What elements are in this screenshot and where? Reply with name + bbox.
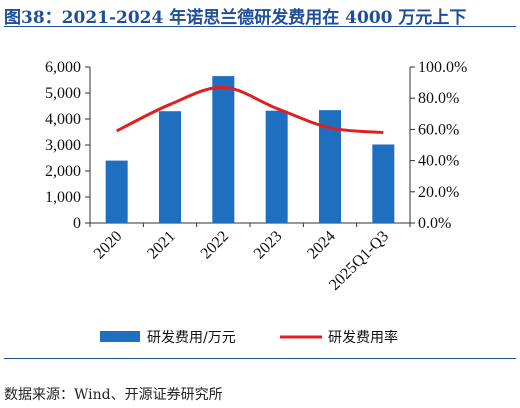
legend-line-label: 研发费用率 xyxy=(328,329,398,346)
legend-bar-swatch xyxy=(100,331,140,342)
bar xyxy=(319,110,341,223)
title-rule xyxy=(4,26,516,27)
x-tick-label: 2024 xyxy=(304,228,339,263)
bar xyxy=(159,111,181,223)
left-axis: 0 1,000 2,000 3,000 4,000 5,000 6,000 xyxy=(45,59,410,232)
bar xyxy=(372,144,395,223)
x-tick-label: 2022 xyxy=(198,228,233,263)
right-tick-label: 100.0% xyxy=(418,59,467,76)
left-tick-label: 4,000 xyxy=(45,111,81,128)
right-tick-label: 80.0% xyxy=(418,90,459,107)
bar xyxy=(105,160,128,223)
left-tick-label: 3,000 xyxy=(45,137,81,154)
rate-line xyxy=(115,85,384,135)
x-tick-label: 2023 xyxy=(251,228,286,263)
legend-bar-label: 研发费用/万元 xyxy=(147,330,236,346)
source-rule xyxy=(4,358,516,359)
right-tick-label: 0.0% xyxy=(418,215,451,232)
bar xyxy=(265,110,288,223)
right-tick-label: 20.0% xyxy=(418,184,459,201)
left-tick-label: 0 xyxy=(73,215,81,232)
bar xyxy=(212,76,235,223)
x-tick-label: 2020 xyxy=(91,228,126,263)
bar-series xyxy=(105,76,395,223)
legend: 研发费用/万元 研发费用率 xyxy=(100,329,398,346)
x-tick-label: 2021 xyxy=(144,228,179,263)
line-series xyxy=(115,85,384,135)
right-tick-label: 60.0% xyxy=(418,121,459,138)
chart-title: 图38：2021-2024 年诺思兰德研发费用在 4000 万元上下 xyxy=(4,8,467,28)
left-tick-label: 2,000 xyxy=(45,163,81,180)
source-note: 数据来源：Wind、开源证券研究所 xyxy=(4,387,223,403)
left-tick-label: 1,000 xyxy=(45,189,81,206)
right-axis: 0.0% 20.0% 40.0% 60.0% 80.0% 100.0% xyxy=(409,59,467,232)
left-tick-label: 6,000 xyxy=(45,59,81,76)
right-tick-label: 40.0% xyxy=(418,153,459,170)
left-tick-label: 5,000 xyxy=(45,85,81,102)
